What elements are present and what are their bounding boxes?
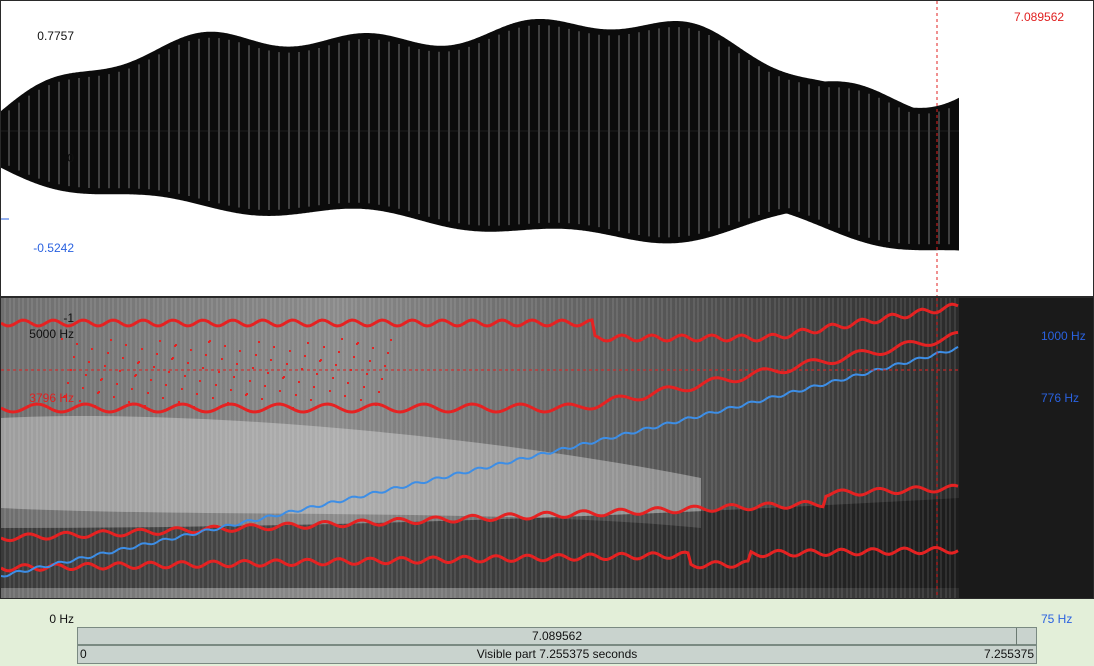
pitch-bottom-label: 75 Hz [1041,612,1073,626]
waveform-plot [1,1,959,296]
waveform-y-selected-label: -0.5242 [33,241,74,255]
spectrogram-striations [4,298,956,598]
cursor-time-bar-label: 7.089562 [531,629,583,643]
spectrogram-panel[interactable] [0,297,1094,599]
waveform-panel[interactable] [0,0,1094,297]
formant-track-3 [1,330,959,414]
spectrogram-freq-bottom-label: 0 Hz [49,612,74,626]
cursor-time-bar-divider [1016,628,1017,645]
pitch-track [1,346,959,578]
pitch-cursor-label: 776 Hz [1041,391,1080,405]
visible-start-label: 0 [80,647,87,661]
cursor-time-bar[interactable]: 7.089562 [77,627,1037,645]
formant-track-2 [1,483,959,543]
formant-track-4 [1,302,959,343]
visible-part-bar[interactable]: 0 Visible part 7.255375 seconds 7.255375 [77,645,1037,664]
pitch-top-label: 1000 Hz [1041,329,1086,343]
waveform-y-max-label: 0.7757 [37,29,74,43]
spectrogram-plot [1,298,959,598]
spectrogram-freq-cursor-label: 3796 Hz [29,391,74,405]
visible-end-label: 7.255375 [983,647,1034,661]
formant-track-1 [1,545,959,573]
waveform-envelope [1,19,959,251]
waveform-y-min-label: -1 [63,311,74,325]
spectrogram-dark-band [1,498,959,588]
spectrogram-freq-top-label: 5000 Hz [29,327,74,341]
waveform-y-zero-label: 0 [67,151,74,165]
cursor-time-label: 7.089562 [1014,10,1065,24]
visible-part-label: Visible part 7.255375 seconds [476,647,638,661]
spectrogram-bright-band [1,416,701,528]
